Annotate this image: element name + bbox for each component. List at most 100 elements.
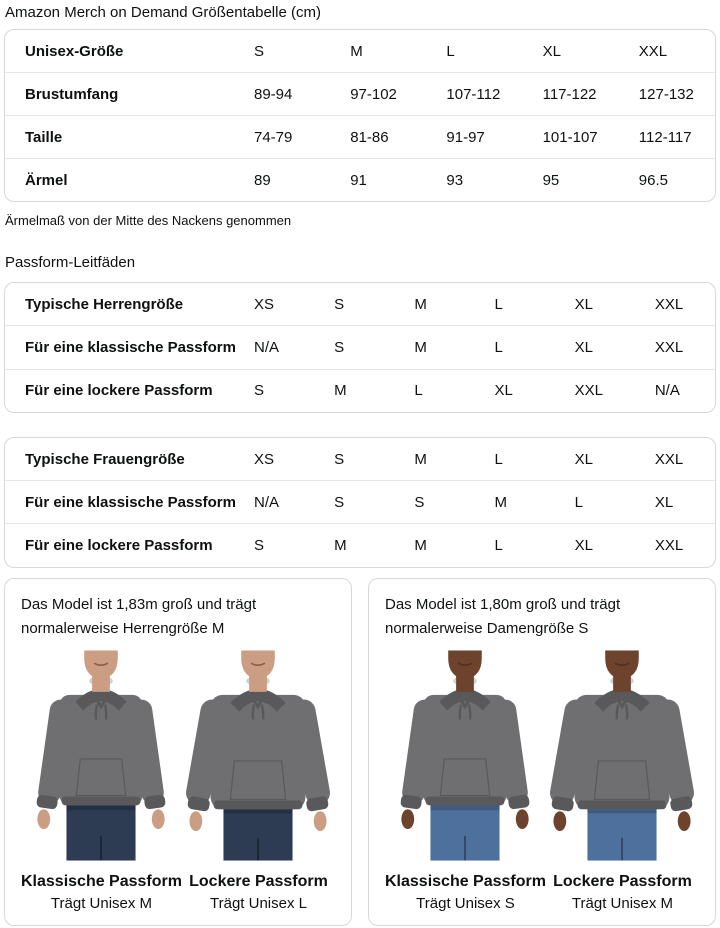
- table-row: Brustumfang 89-94 97-102 107-112 117-122…: [5, 72, 715, 115]
- size-cell: 89-94: [254, 85, 293, 103]
- row-label: Für eine lockere Passform: [25, 537, 213, 555]
- size-cell: N/A: [254, 493, 280, 511]
- model-description: Das Model ist 1,80m groß und trägt norma…: [385, 595, 621, 637]
- size-cell: M: [494, 493, 507, 511]
- size-cell: XL: [494, 382, 513, 400]
- size-caption: Trägt Unisex S: [416, 894, 515, 912]
- size-cell: M: [414, 295, 427, 313]
- size-cell: XXL: [654, 295, 684, 313]
- model-figure-loose: Lockere Passform Trägt Unisex M: [546, 649, 699, 913]
- size-cell: 91-97: [446, 128, 485, 146]
- size-cell: XXL: [574, 382, 604, 400]
- row-label: Brustumfang: [25, 85, 119, 103]
- size-cell: N/A: [654, 382, 680, 400]
- size-chart-page: Amazon Merch on Demand Größentabelle (cm…: [0, 3, 720, 926]
- row-label: Typische Herrengröße: [25, 295, 184, 313]
- model-figure-loose: Lockere Passform Trägt Unisex L: [182, 649, 335, 913]
- size-col-header: XXL: [638, 42, 668, 60]
- size-cell: XXL: [654, 537, 684, 555]
- model-card-men: Das Model ist 1,83m groß und trägt norma…: [4, 577, 352, 926]
- size-col-header: L: [446, 42, 455, 60]
- table-row: Typische Frauengröße XS S M L XL XXL: [5, 438, 715, 480]
- row-label: Für eine lockere Passform: [25, 382, 213, 400]
- size-col-header: XL: [542, 42, 561, 60]
- fit-caption: Klassische Passform: [385, 872, 546, 890]
- page-title: Amazon Merch on Demand Größentabelle (cm…: [5, 4, 321, 21]
- size-cell: 81-86: [350, 128, 389, 146]
- size-cell: XL: [574, 537, 594, 555]
- size-cell: L: [494, 537, 503, 555]
- table-row: Für eine klassische Passform N/A S M L X…: [5, 325, 715, 368]
- size-col-header: S: [254, 42, 265, 60]
- model-figure-classic: Klassische Passform Trägt Unisex M: [21, 649, 182, 913]
- size-cell: M: [414, 450, 427, 468]
- size-cell: 93: [446, 171, 464, 189]
- size-cell: XXL: [654, 450, 684, 468]
- size-cell: M: [414, 537, 427, 555]
- size-cell: S: [254, 382, 265, 400]
- table-row: Unisex-Größe S M L XL XXL: [5, 30, 715, 72]
- table-row: Typische Herrengröße XS S M L XL XXL: [5, 283, 715, 325]
- fit-table-men: Typische Herrengröße XS S M L XL XXL Für…: [4, 282, 716, 413]
- size-cell: 112-117: [638, 128, 692, 146]
- fit-caption: Klassische Passform: [21, 872, 182, 890]
- size-cell: N/A: [254, 338, 280, 356]
- row-label: Taille: [25, 128, 63, 146]
- row-label: Ärmel: [25, 171, 68, 189]
- size-cell: XL: [654, 493, 674, 511]
- size-cell: 117-122: [542, 85, 597, 103]
- model-description: Das Model ist 1,83m groß und trägt norma…: [21, 595, 257, 637]
- fit-table-women: Typische Frauengröße XS S M L XL XXL Für…: [4, 436, 716, 568]
- size-col-header: M: [350, 42, 363, 60]
- size-cell: 74-79: [254, 128, 293, 146]
- size-cell: 107-112: [446, 85, 501, 103]
- size-table: Unisex-Größe S M L XL XXL Brustumfang 89…: [4, 29, 716, 202]
- fit-caption: Lockere Passform: [553, 872, 692, 890]
- size-cell: L: [414, 382, 423, 400]
- size-cell: 127-132: [638, 85, 694, 103]
- size-cell: XL: [574, 450, 594, 468]
- size-cell: L: [494, 338, 503, 356]
- size-cell: XS: [254, 295, 275, 313]
- size-cell: 96.5: [638, 171, 668, 189]
- size-caption: Trägt Unisex L: [210, 894, 307, 912]
- size-cell: L: [494, 295, 503, 313]
- table-row: Für eine lockere Passform S M L XL XXL N…: [5, 368, 715, 412]
- size-cell: XL: [574, 295, 594, 313]
- fit-caption: Lockere Passform: [189, 872, 328, 890]
- model-figure-classic: Klassische Passform Trägt Unisex S: [385, 649, 546, 913]
- size-cell: S: [334, 493, 345, 511]
- size-cell: S: [254, 537, 265, 555]
- size-cell: 101-107: [542, 128, 598, 146]
- size-cell: S: [334, 450, 345, 468]
- size-cell: 89: [254, 171, 271, 189]
- fit-guides-heading: Passform-Leitfäden: [5, 254, 136, 271]
- size-cell: XL: [574, 338, 594, 356]
- size-cell: XXL: [654, 338, 684, 356]
- size-cell: S: [334, 338, 345, 356]
- model-photo-loose: [548, 649, 696, 862]
- row-label: Typische Frauengröße: [25, 450, 185, 468]
- size-cell: L: [494, 450, 503, 468]
- model-photo-classic: [391, 649, 539, 862]
- model-figures: Klassische Passform Trägt Unisex M Locke…: [21, 649, 335, 913]
- size-cell: M: [334, 537, 347, 555]
- size-cell: 95: [542, 171, 560, 189]
- size-cell: S: [414, 493, 425, 511]
- table-row: Für eine klassische Passform N/A S S M L…: [5, 480, 715, 523]
- table-row: Ärmel 89 91 93 95 96.5: [5, 158, 715, 201]
- row-label: Für eine klassische Passform: [25, 338, 236, 356]
- row-label: Unisex-Größe: [25, 42, 124, 60]
- model-cards: Das Model ist 1,83m groß und trägt norma…: [4, 577, 716, 926]
- model-photo-loose: [184, 649, 332, 862]
- size-cell: S: [334, 295, 345, 313]
- size-cell: 97-102: [350, 85, 397, 103]
- size-caption: Trägt Unisex M: [50, 894, 153, 912]
- size-cell: M: [334, 382, 347, 400]
- model-card-women: Das Model ist 1,80m groß und trägt norma…: [368, 577, 716, 926]
- row-label: Für eine klassische Passform: [25, 493, 236, 511]
- size-cell: M: [414, 338, 427, 356]
- size-cell: 91: [350, 171, 367, 189]
- model-figures: Klassische Passform Trägt Unisex S Locke…: [385, 649, 699, 913]
- size-cell: XS: [254, 450, 275, 468]
